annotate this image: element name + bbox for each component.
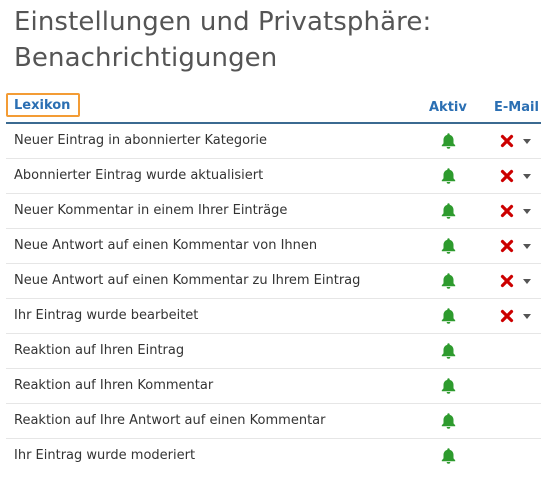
email-toggle-dropdown[interactable] bbox=[500, 308, 536, 324]
table-row: Reaktion auf Ihren Kommentar bbox=[6, 369, 541, 404]
x-icon bbox=[500, 239, 514, 253]
page-title-line-1: Einstellungen und Privatsphäre: bbox=[14, 7, 432, 37]
bell-icon[interactable] bbox=[440, 237, 457, 255]
email-toggle-dropdown[interactable] bbox=[500, 238, 536, 254]
bell-icon[interactable] bbox=[440, 377, 457, 395]
caret-down-icon bbox=[523, 209, 531, 214]
notification-label: Neuer Kommentar in einem Ihrer Einträge bbox=[14, 203, 288, 218]
table-row: Ihr Eintrag wurde bearbeitet bbox=[6, 299, 541, 334]
bell-icon[interactable] bbox=[440, 132, 457, 150]
page-title-line-2: Benachrichtigungen bbox=[14, 43, 278, 73]
x-icon bbox=[500, 134, 514, 148]
notification-label: Ihr Eintrag wurde bearbeitet bbox=[14, 308, 199, 323]
table-row: Neuer Eintrag in abonnierter Kategorie bbox=[6, 124, 541, 159]
email-toggle-dropdown[interactable] bbox=[500, 133, 536, 149]
email-column-header: E-Mail bbox=[494, 100, 539, 115]
bell-icon[interactable] bbox=[440, 272, 457, 290]
email-toggle-dropdown[interactable] bbox=[500, 203, 536, 219]
active-column-header: Aktiv bbox=[429, 100, 467, 115]
table-row: Neue Antwort auf einen Kommentar von Ihn… bbox=[6, 229, 541, 264]
bell-icon[interactable] bbox=[440, 447, 457, 465]
table-row: Neue Antwort auf einen Kommentar zu Ihre… bbox=[6, 264, 541, 299]
page-title: Einstellungen und Privatsphäre: Benachri… bbox=[14, 4, 431, 76]
notification-label: Abonnierter Eintrag wurde aktualisiert bbox=[14, 168, 264, 183]
category-header-lexikon[interactable]: Lexikon bbox=[6, 93, 80, 117]
notification-settings-table: Lexikon Aktiv E-Mail Neuer Eintrag in ab… bbox=[6, 92, 541, 473]
table-row: Reaktion auf Ihren Eintrag bbox=[6, 334, 541, 369]
table-row: Neuer Kommentar in einem Ihrer Einträge bbox=[6, 194, 541, 229]
table-row: Reaktion auf Ihre Antwort auf einen Komm… bbox=[6, 404, 541, 439]
email-toggle-dropdown[interactable] bbox=[500, 168, 536, 184]
notification-label: Ihr Eintrag wurde moderiert bbox=[14, 448, 196, 463]
bell-icon[interactable] bbox=[440, 307, 457, 325]
notification-label: Neue Antwort auf einen Kommentar zu Ihre… bbox=[14, 273, 361, 288]
caret-down-icon bbox=[523, 174, 531, 179]
table-row: Abonnierter Eintrag wurde aktualisiert bbox=[6, 159, 541, 194]
caret-down-icon bbox=[523, 139, 531, 144]
email-toggle-dropdown[interactable] bbox=[500, 273, 536, 289]
caret-down-icon bbox=[523, 314, 531, 319]
bell-icon[interactable] bbox=[440, 167, 457, 185]
notification-label: Reaktion auf Ihren Eintrag bbox=[14, 343, 185, 358]
table-body: Neuer Eintrag in abonnierter Kategorie Ab… bbox=[6, 124, 541, 473]
caret-down-icon bbox=[523, 244, 531, 249]
bell-icon[interactable] bbox=[440, 202, 457, 220]
table-row: Ihr Eintrag wurde moderiert bbox=[6, 439, 541, 473]
bell-icon[interactable] bbox=[440, 342, 457, 360]
notification-label: Neue Antwort auf einen Kommentar von Ihn… bbox=[14, 238, 318, 253]
notification-label: Neuer Eintrag in abonnierter Kategorie bbox=[14, 133, 267, 148]
caret-down-icon bbox=[523, 279, 531, 284]
notification-label: Reaktion auf Ihren Kommentar bbox=[14, 378, 214, 393]
x-icon bbox=[500, 169, 514, 183]
x-icon bbox=[500, 274, 514, 288]
bell-icon[interactable] bbox=[440, 412, 457, 430]
x-icon bbox=[500, 204, 514, 218]
table-header: Lexikon Aktiv E-Mail bbox=[6, 92, 541, 124]
x-icon bbox=[500, 309, 514, 323]
notification-label: Reaktion auf Ihre Antwort auf einen Komm… bbox=[14, 413, 326, 428]
